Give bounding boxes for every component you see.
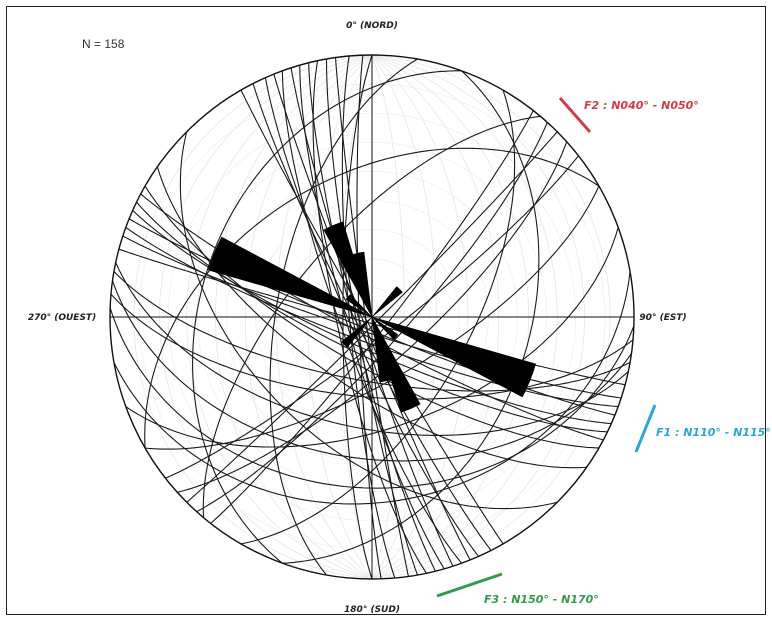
- great-circle: [118, 248, 626, 386]
- family-f3-label: F3 : N150° - N170°: [484, 593, 599, 606]
- great-circle: [111, 280, 632, 462]
- family-f1-label: F1 : N110° - N115°: [656, 426, 771, 439]
- rose-petal: [323, 221, 373, 318]
- great-circle: [196, 122, 548, 513]
- great-circles: [110, 55, 634, 579]
- family-f1-marker: [634, 404, 657, 453]
- rose-petal: [371, 316, 421, 413]
- north-label: 0° (NORD): [346, 21, 398, 31]
- great-circle: [281, 70, 463, 564]
- great-circle: [132, 210, 612, 425]
- rose-diagram: [207, 221, 537, 413]
- great-circle: [179, 131, 558, 510]
- family-f2-label: F2 : N040° - N050°: [584, 99, 699, 112]
- great-circle: [122, 235, 622, 399]
- great-circle: [144, 185, 599, 449]
- rose-petal: [371, 316, 537, 398]
- great-circle: [113, 271, 631, 392]
- great-circle: [113, 271, 631, 505]
- great-circle: [125, 226, 619, 408]
- great-circle: [299, 65, 445, 570]
- primitive-circle: [109, 54, 635, 580]
- family-f2-marker: [558, 97, 592, 133]
- great-circle: [115, 262, 629, 436]
- great-circle: [312, 60, 427, 574]
- rose-petal: [341, 316, 373, 348]
- rose-petal: [345, 294, 373, 318]
- great-circle: [156, 166, 587, 469]
- great-circle: [240, 89, 516, 545]
- family-f3-marker: [436, 572, 503, 598]
- great-circle: [125, 227, 619, 448]
- rose-petal: [371, 286, 403, 318]
- great-circle: [144, 147, 600, 449]
- rose-petal: [371, 316, 399, 340]
- great-circle: [202, 115, 541, 518]
- great-circle: [177, 141, 568, 493]
- rose-petal: [350, 251, 373, 318]
- rose-petal: [207, 236, 373, 318]
- great-circle: [269, 58, 418, 576]
- south-label: 180° (SUD): [344, 605, 400, 615]
- sample-count: N = 158: [82, 37, 125, 51]
- great-circle: [192, 70, 462, 564]
- great-circle: [252, 83, 492, 551]
- rose-petal: [371, 316, 394, 383]
- great-circle: [110, 307, 634, 489]
- great-circle: [273, 73, 471, 561]
- great-circle: [145, 185, 600, 450]
- east-label: 90° (EST): [639, 313, 686, 323]
- west-label: 270° (OUEST): [28, 313, 96, 323]
